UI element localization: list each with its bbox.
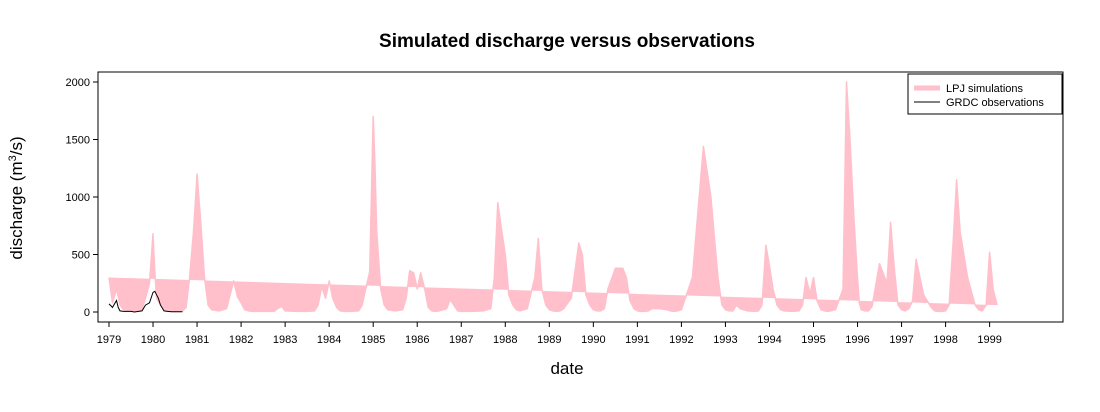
x-tick-label: 1989 — [537, 334, 561, 346]
y-axis-label: discharge (m3/s) — [7, 136, 26, 259]
grdc-observation-line — [108, 290, 183, 313]
y-axis-label-end: /s) — [7, 136, 26, 155]
y-tick-label: 0 — [84, 307, 90, 319]
x-tick-label: 1979 — [97, 334, 121, 346]
legend: LPJ simulations GRDC observations — [907, 73, 1063, 115]
y-tick-label: 2000 — [66, 77, 90, 89]
y-axis-label-superscript: 3 — [7, 155, 19, 161]
x-tick-label: 1996 — [845, 334, 869, 346]
y-axis-label-main: discharge (m — [7, 161, 26, 259]
x-tick-label: 1998 — [933, 334, 957, 346]
x-tick-label: 1984 — [317, 334, 341, 346]
y-tick-label: 1000 — [66, 192, 90, 204]
x-tick-label: 1997 — [889, 334, 913, 346]
x-tick-label: 1981 — [185, 334, 209, 346]
x-tick-label: 1990 — [581, 334, 605, 346]
legend-box — [907, 73, 1063, 115]
x-axis-label: date — [550, 359, 583, 378]
x-tick-label: 1983 — [273, 334, 297, 346]
legend-label-grdc: GRDC observations — [946, 97, 1044, 109]
x-tick-label: 1993 — [713, 334, 737, 346]
x-tick-label: 1994 — [757, 334, 781, 346]
x-tick-label: 1991 — [625, 334, 649, 346]
x-tick-label: 1982 — [229, 334, 253, 346]
x-tick-label: 1985 — [361, 334, 385, 346]
x-axis: 1979 1980 1981 1982 1983 1984 1985 1986 1987 1988… — [97, 322, 1002, 346]
x-tick-label: 1980 — [141, 334, 165, 346]
x-tick-label: 1995 — [801, 334, 825, 346]
chart-title: Simulated discharge versus observations — [379, 31, 755, 52]
x-tick-label: 1986 — [405, 334, 429, 346]
series-layer — [108, 81, 998, 313]
x-tick-label: 1992 — [669, 334, 693, 346]
lpj-simulation-band — [108, 81, 998, 313]
x-tick-label: 1988 — [493, 334, 517, 346]
y-tick-label: 1500 — [66, 135, 90, 147]
y-tick-label: 500 — [72, 250, 90, 262]
x-tick-label: 1987 — [449, 334, 473, 346]
legend-label-lpj: LPJ simulations — [946, 83, 1024, 95]
y-axis: 0 500 1000 1500 2000 — [66, 77, 98, 319]
x-tick-label: 1999 — [977, 334, 1001, 346]
